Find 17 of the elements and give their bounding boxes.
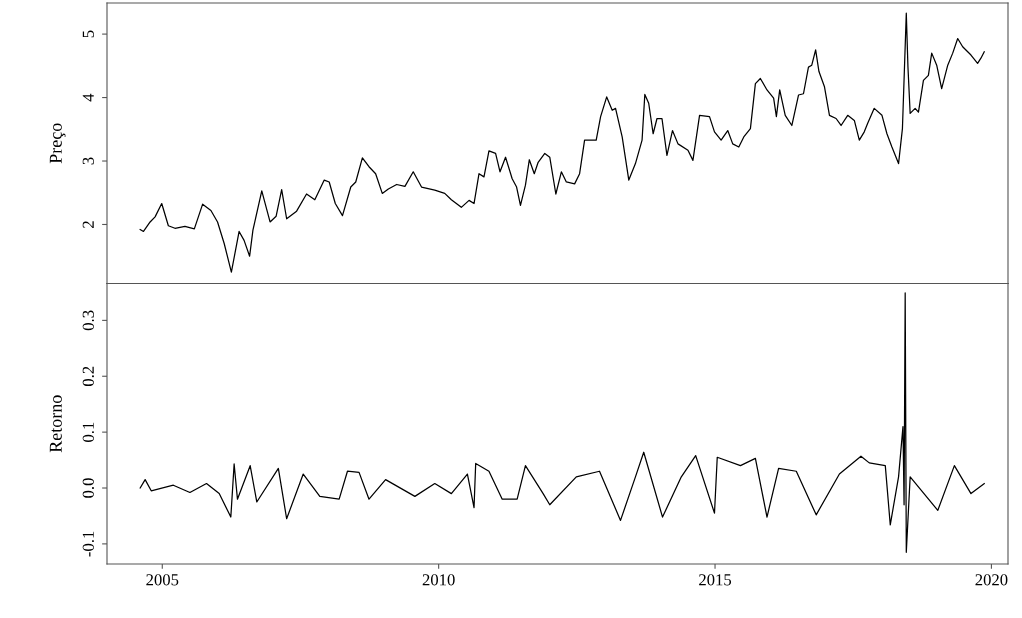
line-series [139, 292, 985, 553]
x-tick-label: 2020 [975, 574, 1008, 586]
x-tick-label: 2010 [422, 574, 455, 586]
y-tick-label: 5 [82, 30, 94, 38]
y-tick-label: 0.2 [82, 366, 94, 387]
y-tick-label: 3 [82, 157, 94, 165]
y-axis-title: Preço [49, 123, 66, 164]
y-tick-label: 0.1 [82, 422, 94, 442]
y-tick-label: 0.0 [82, 478, 94, 498]
x-tick-label: 2005 [146, 574, 179, 586]
y-tick-label: 2 [82, 221, 94, 228]
y-axis-title: Retorno [49, 395, 62, 453]
y-tick-label: -0.1 [82, 531, 94, 557]
x-tick-label: 2015 [699, 574, 732, 586]
y-tick-label: 0.3 [82, 310, 94, 331]
line-series [139, 12, 985, 273]
y-tick-label: 4 [82, 93, 94, 102]
